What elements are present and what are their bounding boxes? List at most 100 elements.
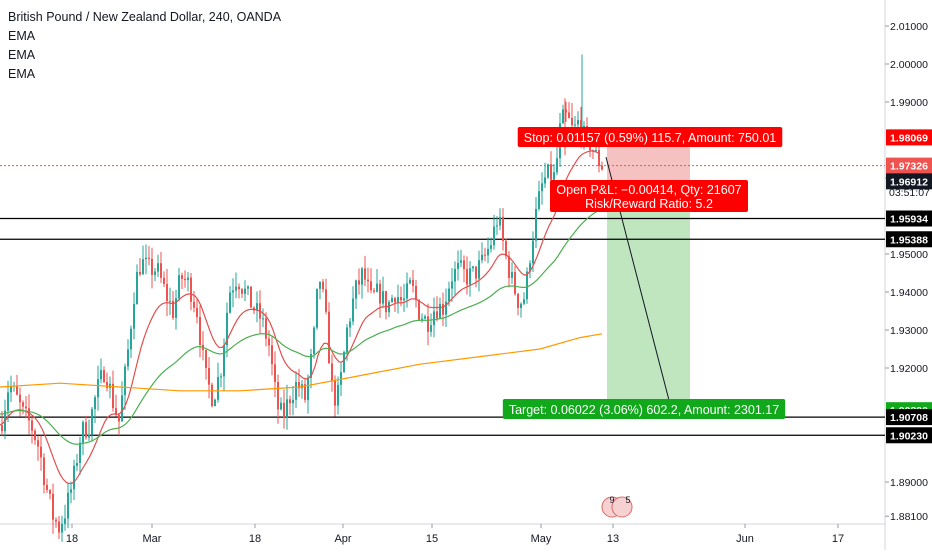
candle [397, 284, 399, 314]
candle [460, 249, 462, 268]
candle-body [196, 307, 198, 318]
candle-body [238, 286, 240, 290]
candle-body [493, 226, 495, 246]
candle [43, 453, 45, 494]
candle-body [73, 465, 75, 490]
candle [316, 288, 318, 330]
candle [466, 256, 468, 295]
candle [187, 272, 189, 292]
candle [52, 483, 54, 534]
candles [1, 101, 603, 542]
candle [7, 380, 9, 423]
candle-body [139, 271, 141, 275]
candle-body [388, 302, 390, 313]
candle [295, 371, 297, 408]
candle [244, 280, 246, 302]
candle [202, 331, 204, 361]
y-tick-label: 2.00000 [890, 59, 928, 71]
candle [373, 287, 375, 294]
candle [220, 373, 222, 388]
candle [73, 459, 75, 500]
candle-body [454, 268, 456, 282]
y-tick-label: 1.92000 [890, 363, 928, 375]
candle-body [250, 286, 252, 308]
candle-body [553, 172, 555, 180]
candle-body [568, 112, 570, 118]
candle [88, 419, 90, 441]
support-1-badge-bg [886, 409, 932, 426]
candle [325, 278, 327, 315]
candle [511, 262, 513, 284]
candle-body [10, 386, 12, 393]
candle-body [172, 300, 174, 318]
candle [139, 257, 141, 277]
candle-body [262, 318, 264, 320]
candle [25, 396, 27, 419]
candle-body [190, 277, 192, 302]
candle [358, 268, 360, 295]
candle-body [217, 377, 219, 400]
candle [283, 389, 285, 429]
candle-body [469, 268, 471, 285]
candle [178, 267, 180, 302]
candle-body [478, 260, 480, 279]
candle-body [508, 256, 510, 278]
candle-body [97, 379, 99, 398]
candle-body [85, 422, 87, 438]
candle-body [283, 402, 285, 418]
candle-body [88, 434, 90, 438]
candle-body [433, 311, 435, 326]
candle [517, 293, 519, 316]
candle [67, 483, 69, 529]
candle [523, 292, 525, 306]
candle-body [541, 183, 543, 192]
indicator-ema-3[interactable]: EMA [8, 67, 36, 81]
candle [238, 283, 240, 299]
candle-body [601, 165, 603, 170]
candle-body [316, 288, 318, 328]
candle-body [223, 345, 225, 377]
candle [322, 279, 324, 293]
candle-body [385, 291, 387, 313]
candle-body [208, 367, 210, 385]
candle [289, 395, 291, 416]
candle-body [544, 177, 546, 184]
candle-body [40, 446, 42, 458]
candle-body [409, 279, 411, 284]
target-label-bg [502, 399, 786, 419]
candle [241, 288, 243, 298]
candle [493, 214, 495, 250]
candle-body [181, 275, 183, 279]
candle [217, 362, 219, 403]
candle [331, 354, 333, 392]
candle [451, 268, 453, 302]
candle-body [7, 392, 9, 411]
candle-body [376, 283, 378, 292]
indicator-ema-1[interactable]: EMA [8, 29, 36, 43]
candle-body [391, 298, 393, 303]
candle [16, 374, 18, 396]
chart-title: British Pound / New Zealand Dollar, 240,… [8, 10, 282, 24]
stop-label: Stop: 0.01157 (0.59%) 115.7, Amount: 750… [517, 127, 783, 147]
candle-body [37, 440, 39, 447]
candle-body [247, 286, 249, 289]
candle-body [100, 370, 102, 380]
resistance-1-badge-bg [886, 210, 932, 227]
candle-body [346, 327, 348, 353]
candle-body [571, 117, 573, 126]
x-tick-label: 15 [426, 533, 438, 545]
target-label-text: Target: 0.06022 (3.06%) 602.2, Amount: 2… [509, 403, 779, 417]
take-profit-zone [607, 181, 690, 411]
candle-body [550, 164, 552, 180]
candle-body [244, 288, 246, 294]
entry-price-badge-text: 1.96912 [890, 176, 928, 188]
y-tick-label: 1.99000 [890, 97, 928, 109]
candle-body [49, 489, 51, 494]
candle-body [292, 399, 294, 404]
candle-body [490, 245, 492, 249]
candle [445, 288, 447, 328]
indicator-ema-2[interactable]: EMA [8, 48, 36, 62]
candle-body [184, 278, 186, 281]
